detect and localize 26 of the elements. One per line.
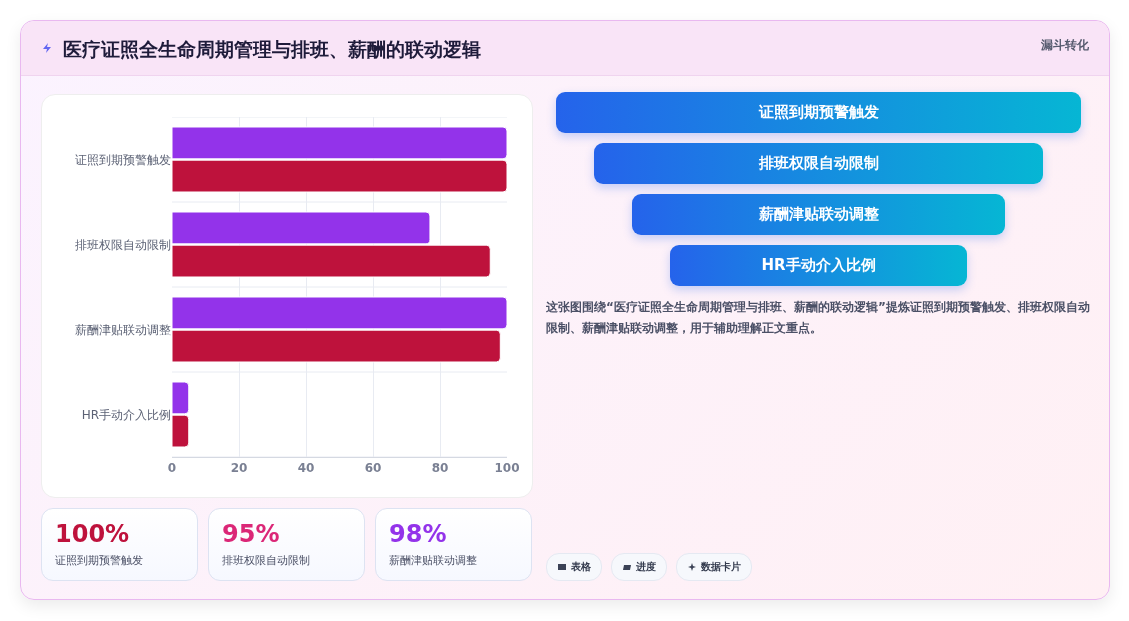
category-label: 薪酬津贴联动调整: [389, 553, 477, 568]
category-label: 排班权限自动限制: [594, 143, 1043, 184]
text: 漏斗转化: [1041, 37, 1089, 54]
x-tick-label: 100: [494, 461, 520, 476]
y-tick-label: HR手动介入比例: [81, 407, 171, 422]
category-label: 证照到期预警触发: [556, 92, 1081, 133]
y-tick-label: 排班权限自动限制: [75, 237, 171, 252]
x-tick-label: 80: [431, 461, 449, 476]
category-label: 证照到期预警触发: [55, 553, 143, 568]
text: 进度: [636, 560, 656, 574]
text: 95%: [222, 520, 280, 548]
x-tick-label: 60: [364, 461, 382, 476]
text: 表格: [571, 560, 591, 574]
category-label: HR手动介入比例: [670, 245, 967, 286]
y-tick-label: 证照到期预警触发: [75, 152, 171, 167]
text: 100%: [55, 520, 130, 548]
x-tick-label: 0: [167, 461, 177, 476]
chart-title: 医疗证照全生命周期管理与排班、薪酬的联动逻辑: [63, 37, 481, 62]
text: 数据卡片: [701, 560, 741, 574]
text: 这张图围绕“医疗证照全生命周期管理与排班、薪酬的联动逻辑”提炼证照到期预警触发、排班权限自动限制、薪酬津贴联动调整，用于辅助理解正文重点。: [546, 299, 1091, 337]
category-label: 薪酬津贴联动调整: [632, 194, 1005, 235]
category-label: 排班权限自动限制: [222, 553, 310, 568]
y-tick-label: 薪酬津贴联动调整: [75, 322, 171, 337]
text: 98%: [389, 520, 447, 548]
x-tick-label: 40: [297, 461, 315, 476]
x-tick-label: 20: [230, 461, 248, 476]
